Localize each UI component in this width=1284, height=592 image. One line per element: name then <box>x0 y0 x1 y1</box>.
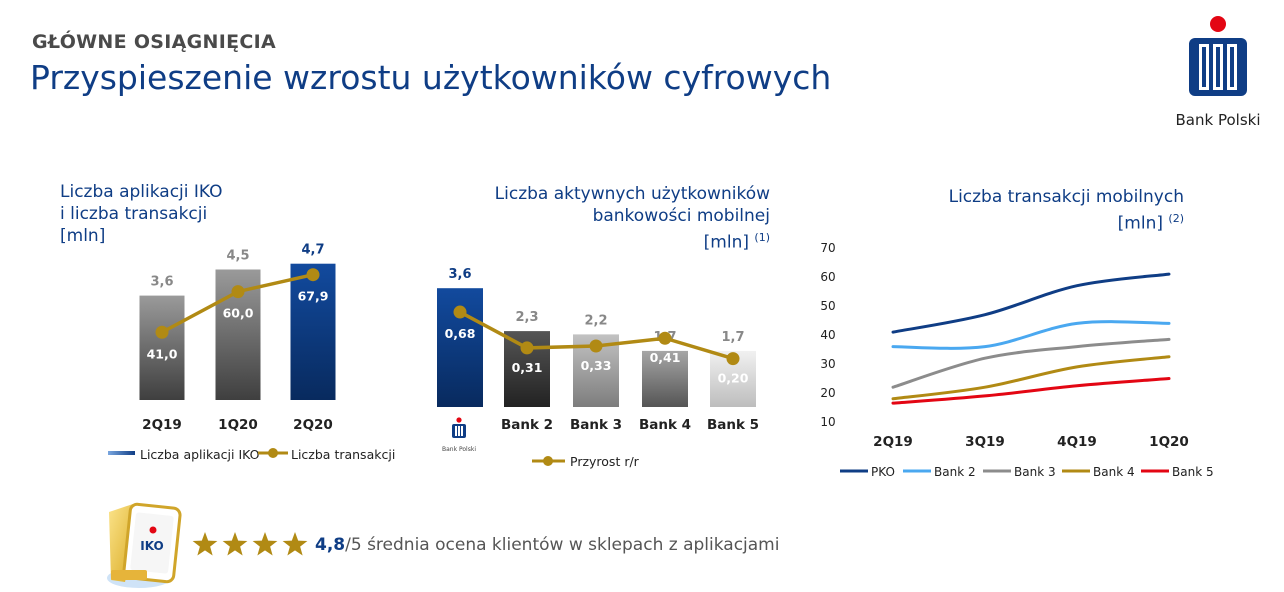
chart2-line-label: 0,33 <box>581 358 612 373</box>
legend-line-marker <box>268 448 278 458</box>
chart3-legend: PKO Bank 2 Bank 3 Bank 4 Bank 5 <box>840 465 1214 479</box>
chart2-title-line2: bankowości mobilnej <box>592 206 770 226</box>
chart3-y-tick: 30 <box>820 357 835 371</box>
chart1-bar-2Q20 <box>290 263 336 400</box>
chart1-iko-apps-transactions: 3,6 4,5 4,7 41,0 60,0 67,9 2Q19 1Q20 2Q20 Licz… <box>108 243 395 462</box>
chart2-line-point <box>589 339 603 353</box>
chart3-series-line-bank-2 <box>891 320 1171 350</box>
chart1-line-label: 41,0 <box>147 346 178 361</box>
chart2-line-point <box>658 331 672 345</box>
chart2-line-label: 0,20 <box>718 371 749 386</box>
chart3-x-tick: 3Q19 <box>965 434 1005 450</box>
legend-bar-swatch <box>108 451 135 455</box>
star-icon <box>252 532 278 556</box>
star-icon <box>222 532 248 556</box>
chart2-line-label: 0,68 <box>445 326 476 341</box>
chart3-x-tick: 4Q19 <box>1057 434 1097 450</box>
chart2-category-label: Bank 5 <box>707 417 759 433</box>
chart2-title-line1: Liczba aktywnych użytkowników <box>494 184 770 204</box>
chart2-category-label: Bank 2 <box>501 417 553 433</box>
chart3-legend-label: Bank 4 <box>1093 465 1135 479</box>
star-icon <box>282 532 308 556</box>
chart2-active-mobile-users: 3,62,32,21,71,7 0,680,310,330,410,20 Ban… <box>437 267 759 469</box>
chart2-legend: Przyrost r/r <box>532 454 640 469</box>
chart1-legend-line-label: Liczba transakcji <box>291 447 395 462</box>
chart1-title-line1: Liczba aplikacji IKO <box>60 182 223 202</box>
chart3-series-line-bank-4 <box>891 355 1171 401</box>
chart3-y-tick: 70 <box>820 241 835 255</box>
chart3-footnote: (2) <box>1168 212 1184 225</box>
chart3-x-tick: 2Q19 <box>873 434 913 450</box>
chart3-legend-label: Bank 3 <box>1014 465 1056 479</box>
chart1-bar-label: 4,7 <box>301 243 324 258</box>
chart1-line-label: 60,0 <box>223 306 254 321</box>
chart2-category-label: Bank 4 <box>639 417 691 433</box>
chart2-title: Liczba aktywnych użytkowników bankowości… <box>470 183 770 254</box>
chart3-x-tick: 1Q20 <box>1149 434 1189 450</box>
chart1-title-line2: i liczba transakcji <box>60 204 208 224</box>
chart2-legend-line-label: Przyrost r/r <box>570 454 640 469</box>
chart2-bank-polski-logo: Bank Polski <box>442 417 476 453</box>
chart2-bar-label: 2,3 <box>515 310 538 325</box>
chart1-category-label: 2Q20 <box>293 417 333 433</box>
chart3-y-tick: 10 <box>820 415 835 429</box>
chart1-bar-label: 3,6 <box>150 275 173 290</box>
chart1-line-point <box>155 325 169 339</box>
rating-out-of: /5 <box>345 535 362 555</box>
chart1-line-label: 67,9 <box>298 289 329 304</box>
chart1-legend: Liczba aplikacji IKO Liczba transakcji <box>108 447 395 462</box>
chart3-legend-label: Bank 5 <box>1172 465 1214 479</box>
rating-stars <box>192 532 308 556</box>
chart2-line-label: 0,41 <box>650 350 681 365</box>
iko-app-award-icon: IKO <box>107 502 182 588</box>
chart3-y-tick: 40 <box>820 328 835 342</box>
chart3-series-line-pko <box>891 272 1171 334</box>
chart2-title-line3: [mln] <box>703 232 749 253</box>
chart1-title: Liczba aplikacji IKO i liczba transakcji… <box>60 181 223 247</box>
chart2-line-point <box>453 305 467 319</box>
chart2-bar-4 <box>642 350 688 407</box>
chart1-legend-bar-label: Liczba aplikacji IKO <box>140 447 260 462</box>
chart3-title: Liczba transakcji mobilnych [mln] (2) <box>900 186 1184 235</box>
page-title: Przyspieszenie wzrostu użytkowników cyfr… <box>30 58 832 97</box>
chart2-bar-label: 2,2 <box>584 313 607 328</box>
pko-logo: Bank Polski <box>1176 16 1261 129</box>
chart1-category-label: 2Q19 <box>142 417 182 433</box>
legend-line-marker <box>543 456 553 466</box>
chart3-mobile-transactions: 70 60 50 40 30 20 10 2Q19 3Q19 4Q19 1Q20 PKO Bank … <box>820 241 1213 479</box>
chart3-legend-label: PKO <box>871 465 895 479</box>
chart2-logo-caption: Bank Polski <box>442 446 476 453</box>
chart3-y-tick: 20 <box>820 386 835 400</box>
chart2-bar-label: 3,6 <box>448 267 471 282</box>
chart3-series-line-bank-3 <box>891 337 1171 389</box>
chart1-line-point <box>306 268 320 282</box>
rating-score: 4,8 <box>315 535 346 555</box>
chart3-title-line1: Liczba transakcji mobilnych <box>948 187 1184 207</box>
app-icon-label: IKO <box>140 539 163 553</box>
chart2-line-label: 0,31 <box>512 360 543 375</box>
chart3-y-tick: 50 <box>820 299 835 313</box>
section-kicker: GŁÓWNE OSIĄGNIĘCIA <box>32 31 276 53</box>
chart1-title-line3: [mln] <box>60 226 106 246</box>
rating-caption: 4,8/5 średnia ocena klientów w sklepach … <box>315 535 779 555</box>
chart2-line-point <box>520 341 534 355</box>
chart2-bar-label: 1,7 <box>721 330 744 345</box>
chart3-series-line-bank-5 <box>891 377 1171 405</box>
chart3-title-line2: [mln] <box>1117 213 1163 234</box>
chart2-category-label: Bank 3 <box>570 417 622 433</box>
chart2-line-point <box>726 352 740 366</box>
chart1-bar-label: 4,5 <box>226 249 249 264</box>
chart3-y-tick: 60 <box>820 270 835 284</box>
chart1-category-label: 1Q20 <box>218 417 258 433</box>
rating-description: średnia ocena klientów w sklepach z apli… <box>361 535 780 555</box>
chart1-bar-2Q19 <box>139 295 185 400</box>
logo-caption: Bank Polski <box>1176 111 1261 129</box>
star-icon <box>192 532 218 556</box>
chart3-legend-label: Bank 2 <box>934 465 976 479</box>
chart2-footnote: (1) <box>754 231 770 244</box>
chart1-line-point <box>231 285 245 299</box>
